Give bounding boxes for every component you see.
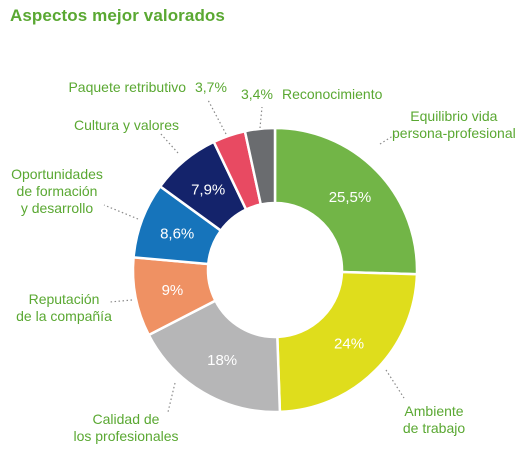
slice-reconocimiento <box>243 126 277 207</box>
slice-value-ambiente: 24% <box>334 336 364 353</box>
label-cultura-valores: Cultura y valores <box>73 117 179 133</box>
leader-paquete <box>207 99 227 135</box>
label-calidad: Calidad de los profesionales <box>73 411 179 444</box>
chart-title: Aspectos mejor valorados <box>10 6 225 25</box>
value-label-reconocimiento: 3,4% <box>241 86 273 102</box>
slice-value-oportunidades: 8,6% <box>160 225 194 242</box>
leader-calidad <box>167 382 176 413</box>
label-equilibrio: Equilibrio vida persona-profesional <box>392 108 516 141</box>
leader-reconocimiento <box>259 106 263 129</box>
slice-value-reputacion: 9% <box>162 282 184 299</box>
leader-cultura <box>159 132 179 154</box>
value-label-paquete-retributivo: 3,7% <box>195 79 227 95</box>
label-reconocimiento: Reconocimiento <box>282 86 383 102</box>
leader-ambiente <box>385 369 405 399</box>
label-paquete-retributivo: Paquete retributivo <box>68 79 186 95</box>
label-ambiente: Ambiente de trabajo <box>402 403 466 436</box>
label-reputacion: Reputación de la compañía <box>16 291 112 324</box>
label-oportunidades: Oportunidades de formación y desarrollo <box>11 166 103 216</box>
slice-value-equilibrio: 25,5% <box>329 189 372 206</box>
leader-equilibrio <box>379 133 397 145</box>
slice-ambiente <box>276 270 419 414</box>
slice-equilibrio <box>273 126 419 276</box>
slice-value-cultura: 7,9% <box>191 182 225 199</box>
leader-oportunidades <box>103 204 139 220</box>
slice-value-calidad: 18% <box>207 352 237 369</box>
slice-calidad <box>147 298 282 414</box>
